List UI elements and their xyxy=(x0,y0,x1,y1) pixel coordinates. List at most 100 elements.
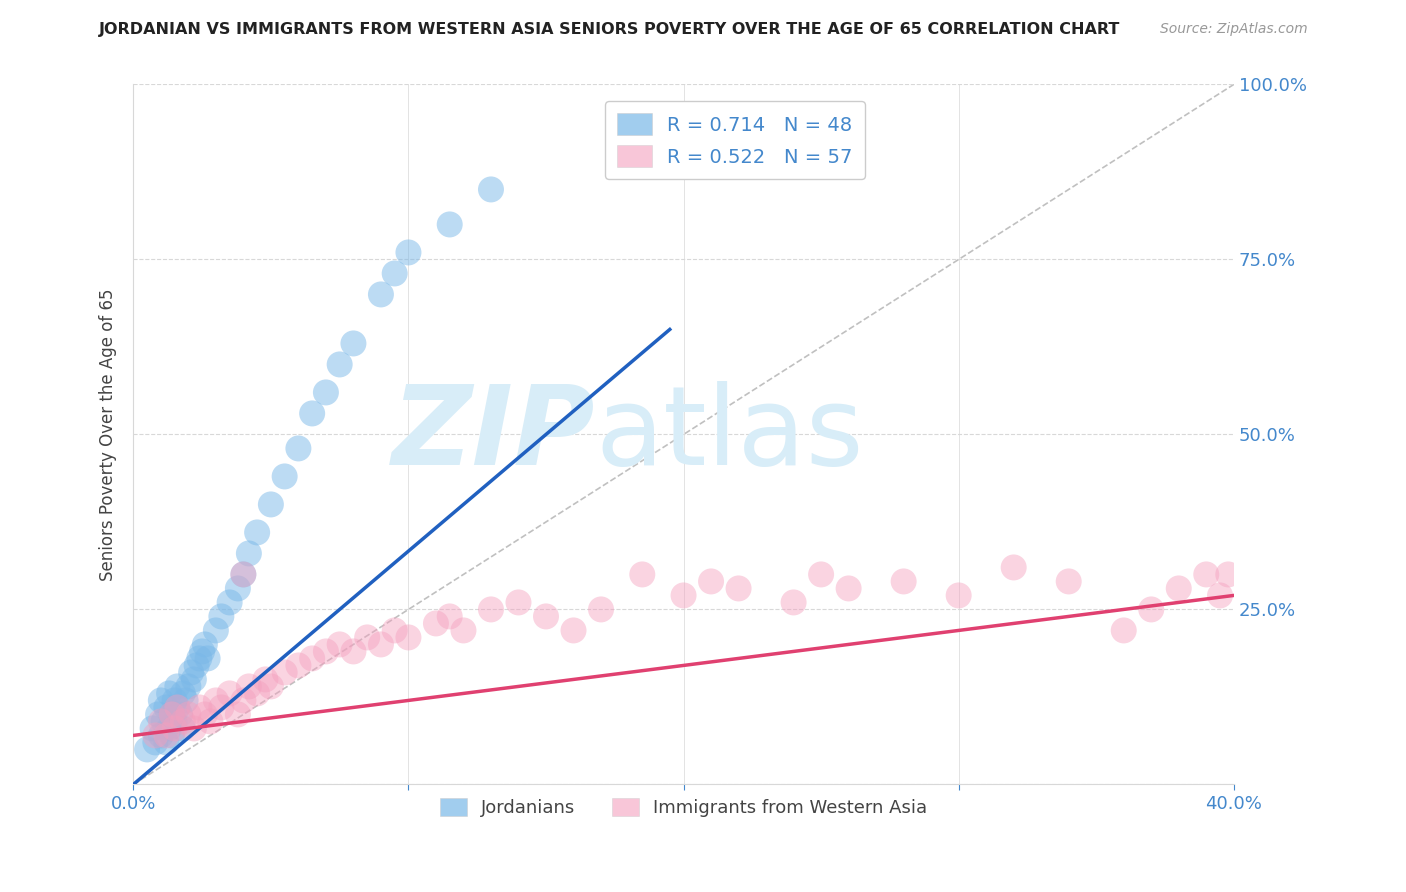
Point xyxy=(479,182,502,196)
Point xyxy=(143,728,166,742)
Point xyxy=(356,631,378,645)
Point xyxy=(439,609,461,624)
Point xyxy=(287,442,309,456)
Point xyxy=(160,728,183,742)
Point xyxy=(273,469,295,483)
Point xyxy=(142,722,165,736)
Point xyxy=(838,582,860,596)
Point xyxy=(183,722,205,736)
Point xyxy=(329,358,352,372)
Point xyxy=(246,525,269,540)
Point xyxy=(172,714,194,729)
Point xyxy=(163,722,186,736)
Point xyxy=(149,714,172,729)
Point xyxy=(183,673,205,687)
Point xyxy=(218,686,240,700)
Text: atlas: atlas xyxy=(596,381,865,488)
Point xyxy=(672,589,695,603)
Point xyxy=(287,658,309,673)
Point xyxy=(727,582,749,596)
Point xyxy=(155,728,177,742)
Point xyxy=(146,707,169,722)
Point xyxy=(172,686,194,700)
Point xyxy=(398,631,420,645)
Point xyxy=(425,616,447,631)
Text: JORDANIAN VS IMMIGRANTS FROM WESTERN ASIA SENIORS POVERTY OVER THE AGE OF 65 COR: JORDANIAN VS IMMIGRANTS FROM WESTERN ASI… xyxy=(98,22,1119,37)
Point xyxy=(1218,567,1240,582)
Y-axis label: Seniors Poverty Over the Age of 65: Seniors Poverty Over the Age of 65 xyxy=(100,288,117,581)
Point xyxy=(157,722,180,736)
Point xyxy=(1167,582,1189,596)
Point xyxy=(232,567,254,582)
Point xyxy=(1057,574,1080,589)
Point xyxy=(194,637,217,651)
Point xyxy=(163,693,186,707)
Point xyxy=(260,680,283,694)
Point xyxy=(169,707,191,722)
Point xyxy=(384,267,406,281)
Point xyxy=(174,693,197,707)
Point xyxy=(260,498,283,512)
Point xyxy=(160,707,183,722)
Point xyxy=(136,742,159,756)
Text: ZIP: ZIP xyxy=(392,381,596,488)
Point xyxy=(157,686,180,700)
Point xyxy=(1112,624,1135,638)
Point xyxy=(149,728,172,742)
Point xyxy=(453,624,475,638)
Point xyxy=(562,624,585,638)
Legend: Jordanians, Immigrants from Western Asia: Jordanians, Immigrants from Western Asia xyxy=(433,790,935,824)
Point xyxy=(155,700,177,714)
Point xyxy=(232,693,254,707)
Point xyxy=(152,714,174,729)
Point xyxy=(301,651,323,665)
Point xyxy=(226,707,249,722)
Point xyxy=(160,707,183,722)
Text: Source: ZipAtlas.com: Source: ZipAtlas.com xyxy=(1160,22,1308,37)
Point xyxy=(143,735,166,749)
Point xyxy=(479,602,502,616)
Point xyxy=(948,589,970,603)
Point xyxy=(194,707,217,722)
Point xyxy=(188,700,211,714)
Point xyxy=(1002,560,1025,574)
Point xyxy=(218,595,240,609)
Point xyxy=(301,406,323,420)
Point xyxy=(1140,602,1163,616)
Point xyxy=(810,567,832,582)
Point xyxy=(149,693,172,707)
Point xyxy=(1209,589,1232,603)
Point xyxy=(163,714,186,729)
Point xyxy=(508,595,530,609)
Point xyxy=(205,624,228,638)
Point xyxy=(191,644,214,658)
Point xyxy=(329,637,352,651)
Point xyxy=(238,546,260,560)
Point xyxy=(893,574,915,589)
Point xyxy=(589,602,612,616)
Point xyxy=(700,574,723,589)
Point xyxy=(226,582,249,596)
Point xyxy=(342,644,364,658)
Point xyxy=(315,644,337,658)
Point xyxy=(155,735,177,749)
Point xyxy=(273,665,295,680)
Point xyxy=(197,651,219,665)
Point xyxy=(205,693,228,707)
Point xyxy=(238,680,260,694)
Point xyxy=(342,336,364,351)
Point xyxy=(209,700,232,714)
Point xyxy=(166,700,188,714)
Point xyxy=(232,567,254,582)
Point xyxy=(166,700,188,714)
Point xyxy=(534,609,557,624)
Point xyxy=(166,680,188,694)
Point xyxy=(254,673,277,687)
Point xyxy=(188,651,211,665)
Point xyxy=(439,218,461,232)
Point xyxy=(186,658,208,673)
Point xyxy=(631,567,654,582)
Point xyxy=(177,707,200,722)
Point xyxy=(177,680,200,694)
Point xyxy=(315,385,337,400)
